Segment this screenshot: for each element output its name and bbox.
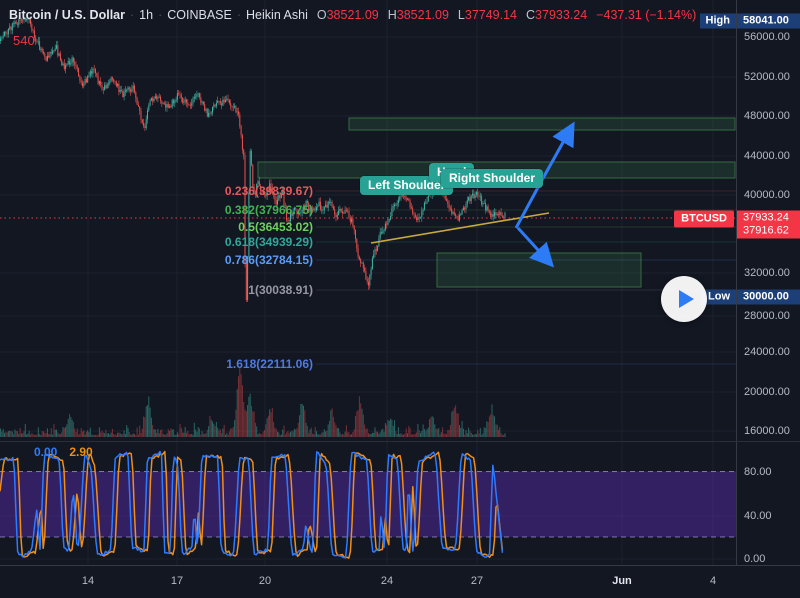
fib-level-label[interactable]: 1(30038.91) [248,283,313,297]
separator-dot: · [236,8,242,22]
fib-level-label[interactable]: 0.618(34939.29) [224,235,313,249]
price-tick: 80.00 [744,466,772,478]
time-axis[interactable]: 14 17 20 24 27 Jun 4 [0,565,800,598]
time-tick: 14 [81,575,95,587]
price-change: −437.31 (−1.14%) [596,8,697,22]
time-tick: 20 [258,575,272,587]
low-marker-label: Low [702,289,736,305]
separator-dot: · [158,8,163,22]
time-tick: 4 [709,575,717,587]
price-tick: 44000.00 [744,150,790,162]
pattern-label-right-shoulder[interactable]: Right Shoulder [441,169,543,188]
time-tick: 27 [470,575,484,587]
fib-level-label[interactable]: 0.382(37966.75) [224,203,313,217]
symbol-title[interactable]: Bitcoin / U.S. Dollar [9,8,125,22]
price-tick: 20000.00 [744,386,790,398]
ohlc-open: O38521.09 [316,8,379,22]
ohlc-low: L37749.14 [457,8,518,22]
pane-separator[interactable] [0,441,800,442]
time-tick: 17 [170,575,184,587]
price-tick: 48000.00 [744,110,790,122]
fib-level-label[interactable]: 0.236(39839.67) [224,184,313,198]
partial-price-label: 540 [13,33,35,48]
price-tick: 40000.00 [744,189,790,201]
stochastic-values: 0.00 2.90 [34,445,93,459]
time-tick: 24 [380,575,394,587]
stochastic-d-value: 2.90 [69,445,93,459]
chart-type-label[interactable]: Heikin Ashi [246,8,308,22]
time-tick: Jun [612,575,632,587]
price-tick: 28000.00 [744,310,790,322]
play-button[interactable] [661,276,707,322]
separator-dot: · [130,8,135,22]
fib-level-label[interactable]: 1.618(22111.06) [226,357,313,371]
price-tick: 24000.00 [744,346,790,358]
low-price-label: 30000.00 [737,289,800,305]
chart-header: Bitcoin / U.S. Dollar · 1h · COINBASE · … [9,8,696,22]
price-tick: 0.00 [744,553,766,565]
fib-level-label[interactable]: 0.5(36453.02) [238,220,313,234]
indicator-price-label: 37916.62 [737,223,800,239]
high-price-label: 58041.00 [737,13,800,29]
chart-canvas[interactable] [0,0,736,565]
price-tick: 56000.00 [744,31,790,43]
price-tick: 40.00 [744,510,772,522]
symbol-price-badge: BTCUSD [674,210,734,228]
exchange-label[interactable]: COINBASE [167,8,232,22]
play-icon [679,290,694,308]
last-price-label: 37933.24 [737,210,800,226]
price-tick: 32000.00 [744,267,790,279]
high-marker-label: High [699,13,736,29]
interval-button[interactable]: 1h [139,8,154,22]
ohlc-high: H38521.09 [387,8,449,22]
price-tick: 52000.00 [744,71,790,83]
ohlc-close: C37933.24 [526,8,588,22]
stochastic-k-value: 0.00 [34,445,58,459]
fib-level-label[interactable]: 0.786(32784.15) [224,253,313,267]
price-tick: 16000.00 [744,425,790,437]
price-axis[interactable]: 56000.00 52000.00 48000.00 44000.00 40000.00… [736,0,800,565]
